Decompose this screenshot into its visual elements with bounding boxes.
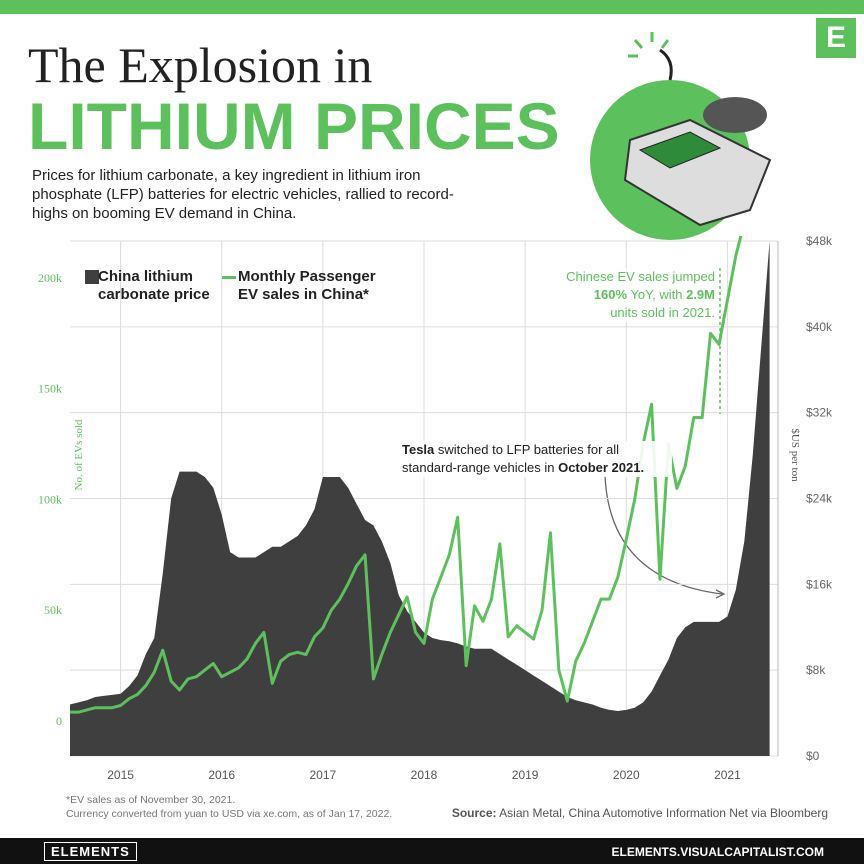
annotation-text: YoY, with (627, 287, 687, 302)
footer-site: ELEMENTS.VISUALCAPITALIST.COM (611, 845, 824, 859)
y-tick-label: 50k (44, 603, 62, 617)
annotation-text: October 2021. (558, 460, 645, 475)
y2-tick-label: $40k (806, 320, 833, 334)
title: The Explosion in (28, 37, 373, 93)
x-tick-label: 2018 (411, 768, 438, 782)
y-tick-label: 0 (56, 714, 62, 728)
sales-line (70, 236, 743, 714)
y-tick-label: 150k (38, 382, 62, 396)
note: *EV sales as of November 30, 2021. (66, 794, 236, 806)
y2-tick-label: $8k (806, 663, 826, 677)
annotation-text: switched to LFP batteries for all (434, 442, 620, 457)
legend-swatch (222, 276, 236, 279)
source: Source: Asian Metal, China Automotive In… (452, 806, 828, 820)
legend-swatch (85, 270, 99, 284)
legend-label: Monthly Passenger EV sales in China* (238, 268, 376, 303)
annotation-text: Tesla (402, 442, 435, 457)
y2-tick-label: $24k (806, 492, 833, 506)
y2-tick-label: $16k (806, 577, 833, 591)
annotation-line: units sold in 2021. (540, 304, 715, 322)
annotation-arrowhead (715, 589, 726, 599)
footer-bar (0, 838, 864, 864)
top-bar (0, 0, 864, 14)
annotation-text: units sold in 2021. (610, 305, 715, 320)
annotation: Chinese EV sales jumped 160% YoY, with 2.… (540, 268, 715, 322)
x-tick-label: 2017 (310, 768, 337, 782)
annotation-text: Chinese EV sales jumped (566, 269, 715, 284)
annotation: Tesla switched to LFP batteries for all s… (402, 441, 672, 477)
annotation-text: 2.9M (686, 287, 715, 302)
y-tick-label: 200k (38, 271, 62, 285)
y2-tick-label: $48k (806, 234, 833, 248)
annotation-text: 160% (593, 287, 628, 302)
annotation-line: 160% YoY, with 2.9M (540, 286, 715, 304)
note: Currency converted from yuan to USD via … (66, 808, 393, 820)
footer-brand: ELEMENTS (44, 842, 137, 861)
y-tick-label: 100k (38, 492, 62, 506)
source-text: Asian Metal, China Automotive Informatio… (499, 806, 828, 820)
annotation-line: Chinese EV sales jumped (540, 268, 715, 286)
x-tick-label: 2021 (714, 768, 741, 782)
y2-axis-title: $US per ton (789, 428, 801, 482)
annotation-line: Tesla switched to LFP batteries for all (402, 441, 672, 459)
x-tick-label: 2019 (512, 768, 539, 782)
logo: E (816, 18, 856, 58)
annotation-line: standard-range vehicles in October 2021. (402, 459, 672, 477)
y-axis-title: No. of EVs sold (73, 419, 85, 490)
plot: $0 $8k $16k $24k $32k $40k $48k 2015 2016 2017 201… (38, 234, 833, 782)
legend-label: China lithium carbonate price (98, 268, 210, 303)
y2-tick-label: $0 (806, 749, 820, 763)
x-tick-label: 2015 (107, 768, 134, 782)
y2-tick-label: $32k (806, 406, 833, 420)
x-tick-label: 2020 (613, 768, 640, 782)
price-area (70, 241, 770, 756)
illustration (590, 32, 772, 240)
source-label: Source: (451, 806, 497, 820)
headline: LITHIUM PRICES (28, 89, 560, 163)
annotation-arrow (604, 475, 723, 595)
x-tick-label: 2016 (208, 768, 235, 782)
annotation-text: standard-range vehicles in (402, 460, 559, 475)
subtitle: Prices for lithium carbonate, a key ingr… (32, 167, 454, 222)
